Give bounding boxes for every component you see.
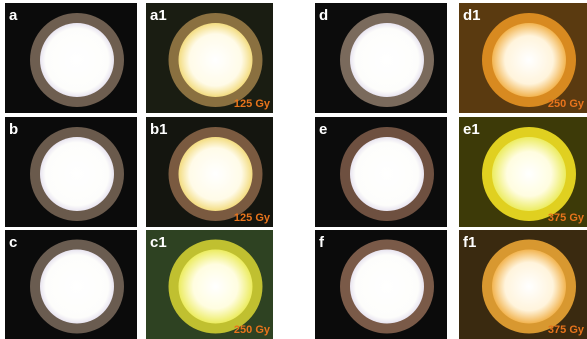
panel-label: a1 bbox=[150, 7, 167, 24]
fiber-core bbox=[179, 137, 253, 211]
fiber-core bbox=[492, 23, 566, 97]
fiber-core bbox=[40, 137, 114, 211]
panel-label: c1 bbox=[150, 234, 167, 251]
dose-label: 375 Gy bbox=[548, 212, 585, 224]
dose-label: 125 Gy bbox=[234, 98, 271, 110]
dose-label: 250 Gy bbox=[548, 98, 585, 110]
fiber-core bbox=[350, 137, 424, 211]
fiber-core bbox=[40, 23, 114, 97]
figure: a a1 125 Gy d d1 250 Gy b b1 125 Gy e e1 375 Gy c c1 2… bbox=[0, 0, 587, 339]
dose-label: 250 Gy bbox=[234, 324, 271, 336]
panel-label: e1 bbox=[463, 121, 480, 138]
image-panel: c bbox=[5, 230, 137, 339]
image-panel: b1 125 Gy bbox=[146, 117, 273, 227]
panel-label: f1 bbox=[463, 234, 476, 251]
fiber-core bbox=[350, 23, 424, 97]
image-panel: f bbox=[315, 230, 447, 339]
fiber-core bbox=[350, 250, 424, 324]
panel-label: c bbox=[9, 234, 17, 251]
image-panel: c1 250 Gy bbox=[146, 230, 273, 339]
panel-label: e bbox=[319, 121, 327, 138]
panel-label: a bbox=[9, 7, 18, 24]
fiber-core bbox=[492, 250, 566, 324]
fiber-core bbox=[492, 137, 566, 211]
image-panel: f1 375 Gy bbox=[459, 230, 587, 339]
panel-label: d1 bbox=[463, 7, 481, 24]
image-panel: d1 250 Gy bbox=[459, 3, 587, 113]
image-panel: e bbox=[315, 117, 447, 227]
fiber-core bbox=[40, 250, 114, 324]
panel-label: b bbox=[9, 121, 18, 138]
panel-label: d bbox=[319, 7, 328, 24]
panel-grid: a a1 125 Gy d d1 250 Gy b b1 125 Gy e e1 375 Gy c c1 2… bbox=[5, 3, 587, 339]
dose-label: 375 Gy bbox=[548, 324, 585, 336]
image-panel: a bbox=[5, 3, 137, 113]
fiber-core bbox=[179, 250, 253, 324]
image-panel: a1 125 Gy bbox=[146, 3, 273, 113]
image-panel: d bbox=[315, 3, 447, 113]
image-panel: e1 375 Gy bbox=[459, 117, 587, 227]
image-panel: b bbox=[5, 117, 137, 227]
panel-label: b1 bbox=[150, 121, 168, 138]
fiber-core bbox=[179, 23, 253, 97]
dose-label: 125 Gy bbox=[234, 212, 271, 224]
